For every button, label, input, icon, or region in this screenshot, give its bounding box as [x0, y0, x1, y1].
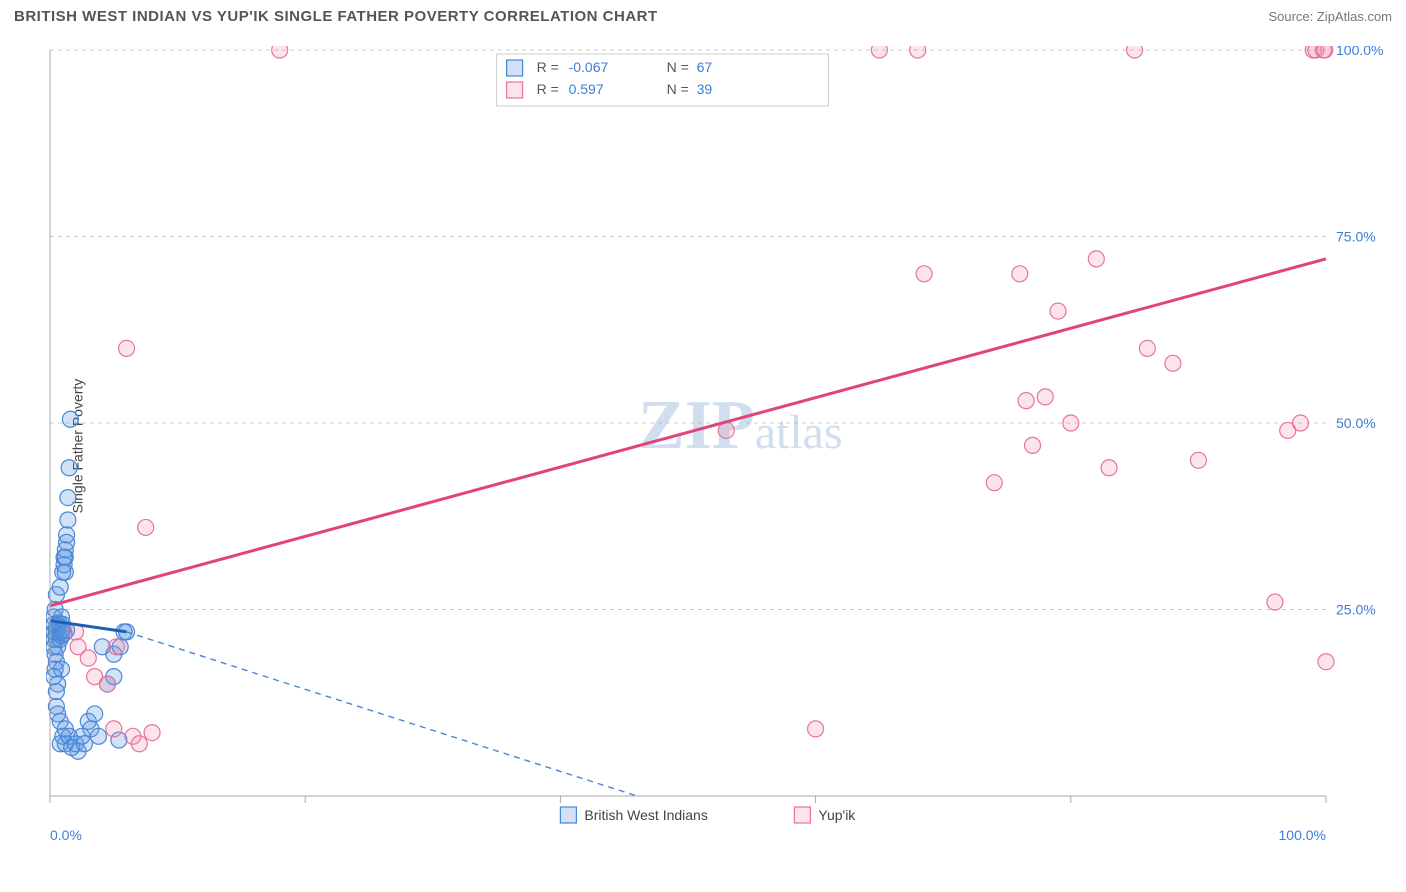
- data-point: [62, 411, 78, 427]
- data-point: [1025, 437, 1041, 453]
- legend-swatch: [507, 60, 523, 76]
- data-point: [138, 519, 154, 535]
- data-point: [108, 639, 124, 655]
- data-point: [1101, 460, 1117, 476]
- bottom-legend-swatch: [794, 807, 810, 823]
- trend-line-blue-dashed: [127, 632, 637, 796]
- data-point: [131, 736, 147, 752]
- data-point: [1267, 594, 1283, 610]
- data-point: [52, 579, 68, 595]
- data-point: [99, 676, 115, 692]
- data-point: [1018, 393, 1034, 409]
- data-point: [871, 46, 887, 58]
- legend-swatch: [507, 82, 523, 98]
- data-point: [119, 340, 135, 356]
- data-point: [1317, 46, 1333, 58]
- legend-r-value: -0.067: [569, 59, 609, 75]
- x-axis-value: 0.0%: [50, 827, 82, 843]
- data-point: [1190, 452, 1206, 468]
- y-axis-value: 75.0%: [1336, 229, 1376, 245]
- y-axis-value: 25.0%: [1336, 602, 1376, 618]
- data-point: [1012, 266, 1028, 282]
- y-axis-value: 100.0%: [1336, 46, 1383, 58]
- data-point: [144, 725, 160, 741]
- data-point: [1037, 389, 1053, 405]
- y-axis-value: 50.0%: [1336, 415, 1376, 431]
- data-point: [61, 460, 77, 476]
- legend-n-label: N =: [667, 81, 689, 97]
- data-point: [76, 736, 92, 752]
- data-point: [87, 706, 103, 722]
- legend-n-label: N =: [667, 59, 689, 75]
- scatter-chart: ZIPatlas25.0%50.0%75.0%100.0%0.0%100.0%R…: [46, 46, 1386, 846]
- data-point: [1063, 415, 1079, 431]
- data-point: [986, 475, 1002, 491]
- data-point: [272, 46, 288, 58]
- bottom-legend-swatch: [560, 807, 576, 823]
- legend-r-label: R =: [537, 81, 559, 97]
- data-point: [80, 650, 96, 666]
- data-point: [910, 46, 926, 58]
- data-point: [60, 490, 76, 506]
- data-point: [1088, 251, 1104, 267]
- data-point: [48, 684, 64, 700]
- data-point: [57, 564, 73, 580]
- data-point: [1165, 355, 1181, 371]
- data-point: [59, 527, 75, 543]
- data-point: [1139, 340, 1155, 356]
- trend-line-pink: [50, 259, 1326, 606]
- source-label: Source: ZipAtlas.com: [1268, 9, 1392, 24]
- data-point: [1318, 654, 1334, 670]
- data-point: [1127, 46, 1143, 58]
- data-point: [106, 721, 122, 737]
- chart-title: BRITISH WEST INDIAN VS YUP'IK SINGLE FAT…: [14, 8, 658, 25]
- data-point: [1292, 415, 1308, 431]
- bottom-legend-label: Yup'ik: [818, 807, 856, 823]
- legend-n-value: 39: [697, 81, 713, 97]
- bottom-legend-label: British West Indians: [584, 807, 707, 823]
- legend-n-value: 67: [697, 59, 713, 75]
- data-point: [1050, 303, 1066, 319]
- data-point: [90, 728, 106, 744]
- legend-r-label: R =: [537, 59, 559, 75]
- chart-container: ZIPatlas25.0%50.0%75.0%100.0%0.0%100.0%R…: [46, 46, 1386, 846]
- data-point: [60, 512, 76, 528]
- legend-r-value: 0.597: [569, 81, 604, 97]
- x-axis-value: 100.0%: [1279, 827, 1326, 843]
- data-point: [808, 721, 824, 737]
- data-point: [916, 266, 932, 282]
